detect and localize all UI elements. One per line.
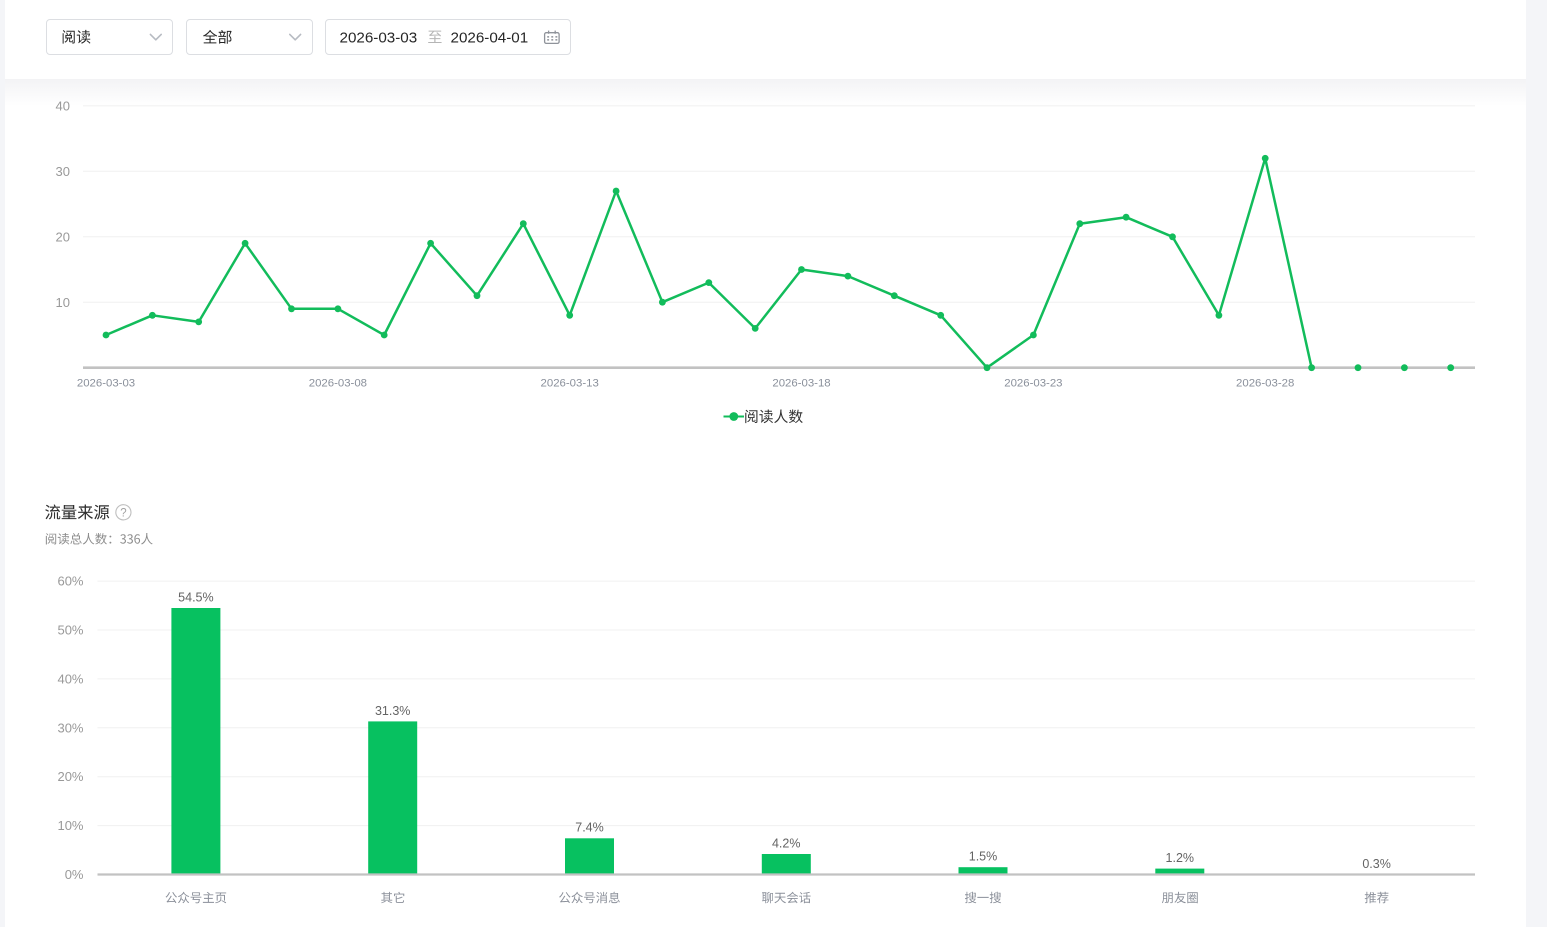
svg-text:54.5%: 54.5%: [178, 590, 213, 604]
svg-text:0.3%: 0.3%: [1362, 857, 1391, 871]
svg-text:20: 20: [56, 229, 70, 244]
svg-text:2026-03-23: 2026-03-23: [1004, 378, 1062, 390]
svg-text:2026-04-01: 2026-04-01: [451, 29, 529, 46]
svg-text:0%: 0%: [65, 867, 84, 882]
svg-text:2026-03-03: 2026-03-03: [340, 29, 418, 46]
svg-text:2026-03-28: 2026-03-28: [1236, 378, 1294, 390]
svg-text:50%: 50%: [57, 623, 83, 638]
svg-text:2026-03-03: 2026-03-03: [77, 378, 135, 390]
svg-text:2026-03-13: 2026-03-13: [541, 378, 599, 390]
svg-text:40: 40: [56, 98, 70, 113]
svg-text:2026-03-18: 2026-03-18: [772, 378, 830, 390]
svg-text:10%: 10%: [57, 818, 83, 833]
svg-text:10: 10: [56, 295, 70, 310]
svg-text:4.2%: 4.2%: [772, 836, 801, 850]
svg-text:30: 30: [56, 164, 70, 179]
svg-text:40%: 40%: [57, 671, 83, 686]
svg-text:1.2%: 1.2%: [1166, 851, 1195, 865]
svg-text:20%: 20%: [57, 769, 83, 784]
svg-text:30%: 30%: [57, 720, 83, 735]
svg-text:7.4%: 7.4%: [575, 821, 604, 835]
svg-text:2026-03-08: 2026-03-08: [309, 378, 367, 390]
svg-text:60%: 60%: [57, 574, 83, 589]
svg-text:?: ?: [120, 508, 126, 520]
svg-text:31.3%: 31.3%: [375, 704, 410, 718]
svg-text:1.5%: 1.5%: [969, 850, 998, 864]
